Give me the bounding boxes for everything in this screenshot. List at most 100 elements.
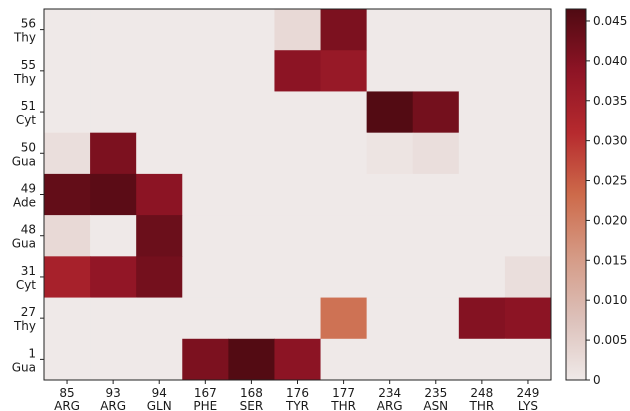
heatmap-cell	[458, 132, 506, 175]
heatmap-cell	[90, 50, 137, 92]
x-tick-label-number: 249	[517, 386, 540, 400]
x-tick-label-number: 85	[59, 386, 74, 400]
heatmap-cell	[90, 9, 137, 51]
heatmap-cell	[182, 173, 229, 216]
heatmap-cell	[136, 215, 183, 257]
x-tick-label-residue: PHE	[193, 399, 217, 411]
colorbar-tick-label: 0.010	[593, 293, 627, 307]
heatmap-cell	[90, 173, 137, 216]
x-tick-label-residue: THR	[330, 399, 356, 411]
heatmap-cell	[182, 91, 229, 134]
heatmap-cell	[136, 173, 183, 216]
heatmap-cell	[504, 91, 552, 134]
heatmap-cell	[504, 50, 552, 92]
heatmap-cell	[274, 338, 322, 381]
heatmap-cell	[366, 215, 414, 257]
heatmap-cell	[412, 91, 460, 134]
colorbar-tick-label: 0.005	[593, 333, 627, 347]
heatmap-cell	[458, 338, 506, 381]
y-tick-label-number: 49	[21, 182, 36, 196]
heatmap-cell	[44, 297, 91, 340]
heatmap-cell	[274, 215, 322, 257]
y-tick-label-number: 50	[21, 140, 36, 154]
heatmap-cell	[366, 50, 414, 92]
heatmap-cell	[228, 173, 275, 216]
heatmap-cell	[274, 91, 322, 134]
heatmap-cell	[274, 132, 322, 175]
y-tick-label-residue: Thy	[13, 319, 36, 333]
heatmap-cell	[182, 338, 229, 381]
heatmap-cell	[458, 91, 506, 134]
y-tick-label-number: 51	[21, 99, 36, 113]
heatmap-cell	[504, 132, 552, 175]
x-tick-label-residue: ARG	[54, 399, 80, 411]
heatmap-cell	[366, 91, 414, 134]
heatmap-cell	[44, 132, 91, 175]
y-tick-label-residue: Cyt	[16, 278, 36, 292]
heatmap-cell	[90, 132, 137, 175]
heatmap-cell	[320, 9, 368, 51]
y-tick-label-residue: Cyt	[16, 113, 36, 127]
heatmap-cell	[412, 132, 460, 175]
heatmap-cell	[320, 50, 368, 92]
x-tick-label-number: 177	[332, 386, 355, 400]
heatmap-cell	[412, 9, 460, 51]
heatmap-cell	[182, 215, 229, 257]
y-tick-label-residue: Thy	[13, 72, 36, 86]
y-tick-label-number: 31	[21, 264, 36, 278]
heatmap-cell	[366, 256, 414, 299]
heatmap-cell	[366, 173, 414, 216]
heatmap-cell	[412, 297, 460, 340]
heatmap-cell	[274, 9, 322, 51]
heatmap-cells	[44, 9, 552, 381]
heatmap-cell	[412, 215, 460, 257]
heatmap-cell	[136, 338, 183, 381]
x-tick-label-residue: ARG	[377, 399, 403, 411]
heatmap-cell	[366, 297, 414, 340]
heatmap-cell	[90, 215, 137, 257]
x-tick-label-residue: ASN	[423, 399, 448, 411]
heatmap-cell	[228, 132, 275, 175]
heatmap-cell	[44, 338, 91, 381]
heatmap-cell	[412, 50, 460, 92]
y-tick-label-number: 48	[21, 223, 36, 237]
heatmap-cell	[458, 9, 506, 51]
x-axis: 85ARG93ARG94GLN167PHE168SER176TYR177THR2…	[54, 380, 539, 411]
colorbar-tick-label: 0.015	[593, 253, 627, 267]
heatmap-cell	[320, 173, 368, 216]
heatmap-cell	[412, 256, 460, 299]
colorbar-tick-label: 0	[593, 373, 601, 387]
heatmap-cell	[504, 9, 552, 51]
heatmap-cell	[44, 173, 91, 216]
heatmap-cell	[274, 173, 322, 216]
heatmap-cell	[366, 132, 414, 175]
x-tick-label-residue: ARG	[100, 399, 126, 411]
heatmap-cell	[228, 50, 275, 92]
heatmap-cell	[320, 297, 368, 340]
heatmap-cell	[504, 297, 552, 340]
heatmap-cell	[504, 215, 552, 257]
heatmap-cell	[228, 256, 275, 299]
heatmap-cell	[320, 91, 368, 134]
x-tick-label-number: 94	[152, 386, 167, 400]
heatmap-cell	[458, 256, 506, 299]
x-tick-label-number: 168	[240, 386, 263, 400]
x-tick-label-residue: LYS	[518, 399, 538, 411]
heatmap-cell	[182, 9, 229, 51]
heatmap-cell	[136, 256, 183, 299]
heatmap-cell	[458, 297, 506, 340]
colorbar-tick-label: 0.040	[593, 54, 627, 68]
heatmap-cell	[458, 50, 506, 92]
heatmap-cell	[320, 215, 368, 257]
heatmap-cell	[136, 9, 183, 51]
colorbar-tick-label: 0.030	[593, 134, 627, 148]
heatmap-cell	[182, 132, 229, 175]
heatmap-cell	[136, 50, 183, 92]
heatmap-cell	[504, 338, 552, 381]
y-tick-label-residue: Thy	[13, 31, 36, 45]
x-tick-label-number: 234	[378, 386, 401, 400]
heatmap-cell	[228, 9, 275, 51]
y-tick-label-number: 1	[28, 346, 36, 360]
y-tick-label-number: 55	[21, 58, 36, 72]
y-axis: 56Thy55Thy51Cyt50Gua49Ade48Gua31Cyt27Thy…	[12, 17, 44, 374]
